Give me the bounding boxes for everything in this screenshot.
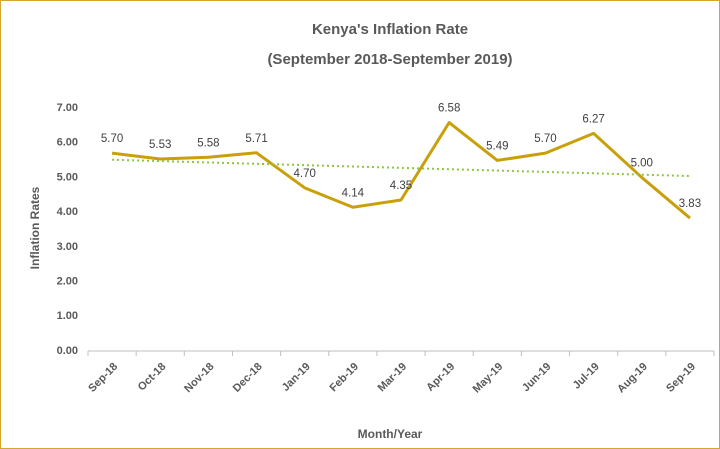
y-tick-label: 1.00 <box>57 310 78 322</box>
y-tick-label: 7.00 <box>57 102 78 114</box>
data-label: 5.70 <box>534 133 556 145</box>
chart-subtitle: (September 2018-September 2019) <box>267 51 512 68</box>
data-label: 5.71 <box>245 133 267 145</box>
data-label: 5.53 <box>149 139 171 151</box>
data-label: 6.58 <box>438 103 460 115</box>
x-axis-title: Month/Year <box>358 427 423 441</box>
data-label: 5.00 <box>631 157 653 169</box>
data-label: 5.49 <box>486 140 508 152</box>
data-label: 4.14 <box>342 187 365 199</box>
data-label: 5.70 <box>101 133 123 145</box>
data-label: 4.35 <box>390 180 412 192</box>
trendline <box>112 158 690 178</box>
y-tick-label: 5.00 <box>57 171 78 183</box>
data-label: 3.83 <box>679 198 701 210</box>
data-label: 6.27 <box>582 113 604 125</box>
y-tick-label: 6.00 <box>57 137 78 149</box>
y-axis-title: Inflation Rates <box>28 186 42 269</box>
y-tick-label: 3.00 <box>57 241 78 253</box>
data-label: 4.70 <box>293 168 315 180</box>
y-tick-label: 0.00 <box>57 345 78 357</box>
line-series <box>111 121 691 220</box>
data-label: 5.58 <box>197 137 219 149</box>
chart-title: Kenya's Inflation Rate <box>312 21 468 38</box>
y-tick-label: 2.00 <box>57 275 78 287</box>
y-tick-label: 4.00 <box>57 206 78 218</box>
